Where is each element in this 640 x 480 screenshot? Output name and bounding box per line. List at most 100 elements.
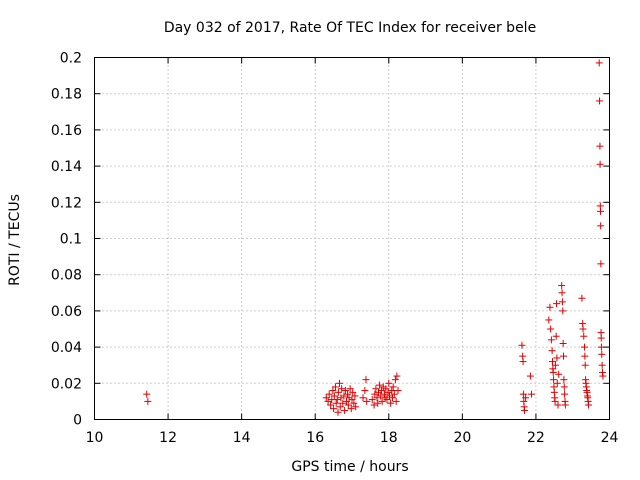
data-point xyxy=(581,361,589,369)
data-point xyxy=(391,376,399,384)
data-point xyxy=(581,352,589,360)
x-axis-ticks: 10 12 14 16 18 20 22 24 xyxy=(86,57,618,446)
data-point xyxy=(598,361,606,369)
data-point xyxy=(347,405,355,413)
data-point xyxy=(339,399,347,407)
data-point xyxy=(599,372,607,380)
data-point xyxy=(561,401,569,409)
data-point xyxy=(559,339,567,347)
y-axis-label: ROTI / TECUs xyxy=(7,194,23,286)
data-point xyxy=(144,397,152,405)
data-point xyxy=(325,390,333,398)
data-point xyxy=(388,394,396,402)
data-point xyxy=(528,390,536,398)
data-point xyxy=(553,300,561,308)
data-point xyxy=(561,390,569,398)
data-point xyxy=(349,388,357,396)
data-point xyxy=(342,397,350,405)
data-point xyxy=(549,368,557,376)
y-tick-label: 0.08 xyxy=(51,268,82,284)
data-point xyxy=(392,397,400,405)
data-point xyxy=(388,387,396,395)
x-tick-label: 18 xyxy=(380,430,398,446)
x-tick-label: 14 xyxy=(233,430,251,446)
data-point xyxy=(548,347,556,355)
data-point xyxy=(596,160,604,168)
data-point xyxy=(597,222,605,230)
x-tick-label: 16 xyxy=(306,430,324,446)
data-point xyxy=(330,392,338,400)
data-point xyxy=(547,336,555,344)
data-point xyxy=(377,387,385,395)
data-point xyxy=(338,385,346,393)
data-point xyxy=(371,390,379,398)
y-tick-label: 0.1 xyxy=(60,232,82,248)
data-point xyxy=(558,282,566,290)
data-point xyxy=(378,397,386,405)
data-point xyxy=(376,381,384,389)
data-point xyxy=(597,260,605,268)
data-point xyxy=(558,298,566,306)
y-tick-label: 0.12 xyxy=(51,195,82,211)
y-tick-label: 0.04 xyxy=(51,340,82,356)
data-point xyxy=(351,392,359,400)
data-point xyxy=(596,97,604,105)
data-point xyxy=(374,388,382,396)
data-point xyxy=(522,394,530,402)
data-point xyxy=(337,394,345,402)
y-axis-ticks: 0 0.02 0.04 0.06 0.08 0.1 0.12 0.14 0.16 0.18 0.2 xyxy=(51,51,610,429)
data-point xyxy=(555,370,563,378)
data-point xyxy=(553,354,561,362)
data-point xyxy=(560,376,568,384)
data-point xyxy=(394,387,402,395)
y-tick-label: 0.02 xyxy=(51,376,82,392)
data-point xyxy=(383,396,391,404)
data-point xyxy=(361,387,369,395)
data-point xyxy=(386,392,394,400)
data-points xyxy=(143,59,607,416)
x-tick-label: 10 xyxy=(86,430,104,446)
data-point xyxy=(329,387,337,395)
data-point xyxy=(521,406,529,414)
data-point xyxy=(596,142,604,150)
data-point xyxy=(372,385,380,393)
data-point xyxy=(346,385,354,393)
y-tick-label: 0.2 xyxy=(60,51,82,67)
data-point xyxy=(579,325,587,333)
data-point xyxy=(380,390,388,398)
data-point xyxy=(348,396,356,404)
x-tick-label: 22 xyxy=(527,430,545,446)
data-point xyxy=(553,379,561,387)
y-tick-label: 0.14 xyxy=(51,159,82,175)
data-point xyxy=(559,307,567,315)
data-point xyxy=(389,383,397,391)
data-point xyxy=(558,289,566,297)
data-point xyxy=(552,332,560,340)
data-point xyxy=(341,387,349,395)
data-point xyxy=(377,392,385,400)
data-point xyxy=(550,376,558,384)
data-point xyxy=(390,390,398,398)
data-point xyxy=(327,401,335,409)
x-axis-label: GPS time / hours xyxy=(291,459,408,475)
data-point xyxy=(359,394,367,402)
y-tick-label: 0.06 xyxy=(51,304,82,320)
data-point xyxy=(336,403,344,411)
data-point xyxy=(370,401,378,409)
data-point xyxy=(324,397,332,405)
data-point xyxy=(373,394,381,402)
data-point xyxy=(547,325,555,333)
data-point xyxy=(374,399,382,407)
data-point xyxy=(546,303,554,311)
data-point xyxy=(331,383,339,391)
data-point xyxy=(580,343,588,351)
data-point xyxy=(384,388,392,396)
data-point xyxy=(330,405,338,413)
y-tick-label: 0.16 xyxy=(51,123,82,139)
data-point xyxy=(578,294,586,302)
data-point xyxy=(334,408,342,416)
data-point xyxy=(344,390,352,398)
data-point xyxy=(344,401,352,409)
data-point xyxy=(393,372,401,380)
